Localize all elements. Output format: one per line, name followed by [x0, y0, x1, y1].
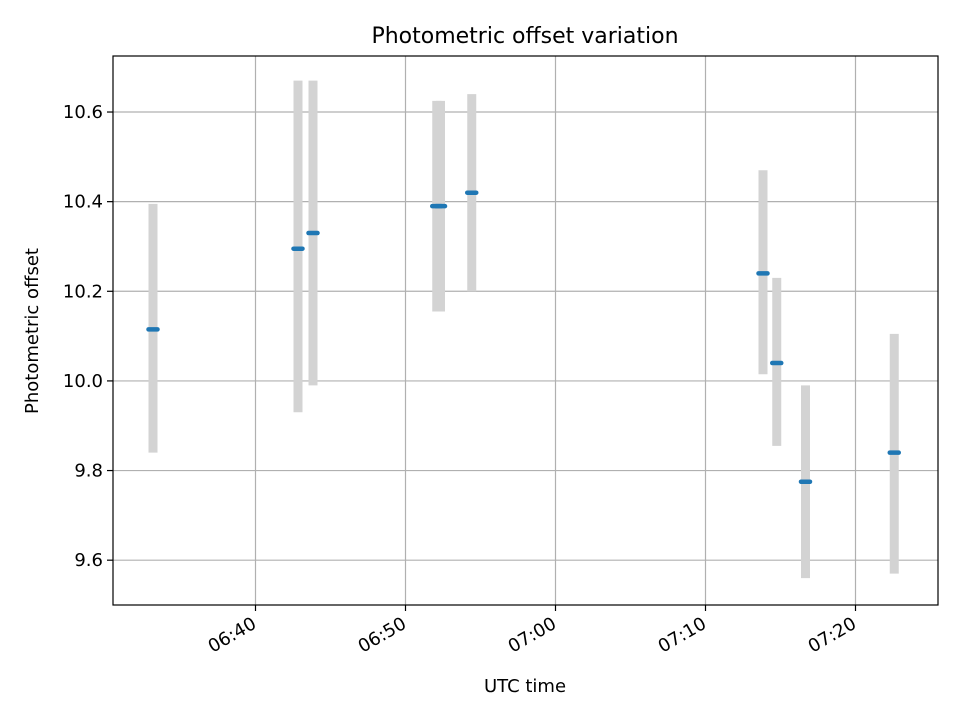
y-tick-label: 9.8: [74, 461, 103, 482]
y-tick-label: 10.4: [63, 192, 103, 213]
plot-frame: [112, 55, 939, 606]
grid: [113, 56, 938, 605]
y-tick-label: 10.0: [63, 371, 103, 392]
y-tick-label: 10.2: [63, 281, 103, 302]
y-axis-label: Photometric offset: [22, 248, 43, 414]
chart-title: Photometric offset variation: [371, 24, 678, 49]
y-tick-label: 9.6: [74, 550, 103, 571]
y-tick-label: 10.6: [63, 102, 103, 123]
x-axis-label: UTC time: [484, 676, 566, 697]
y-axis-ticks: 9.6 9.8 10.0 10.2 10.4 10.6: [63, 102, 113, 571]
data-points: [146, 190, 901, 485]
